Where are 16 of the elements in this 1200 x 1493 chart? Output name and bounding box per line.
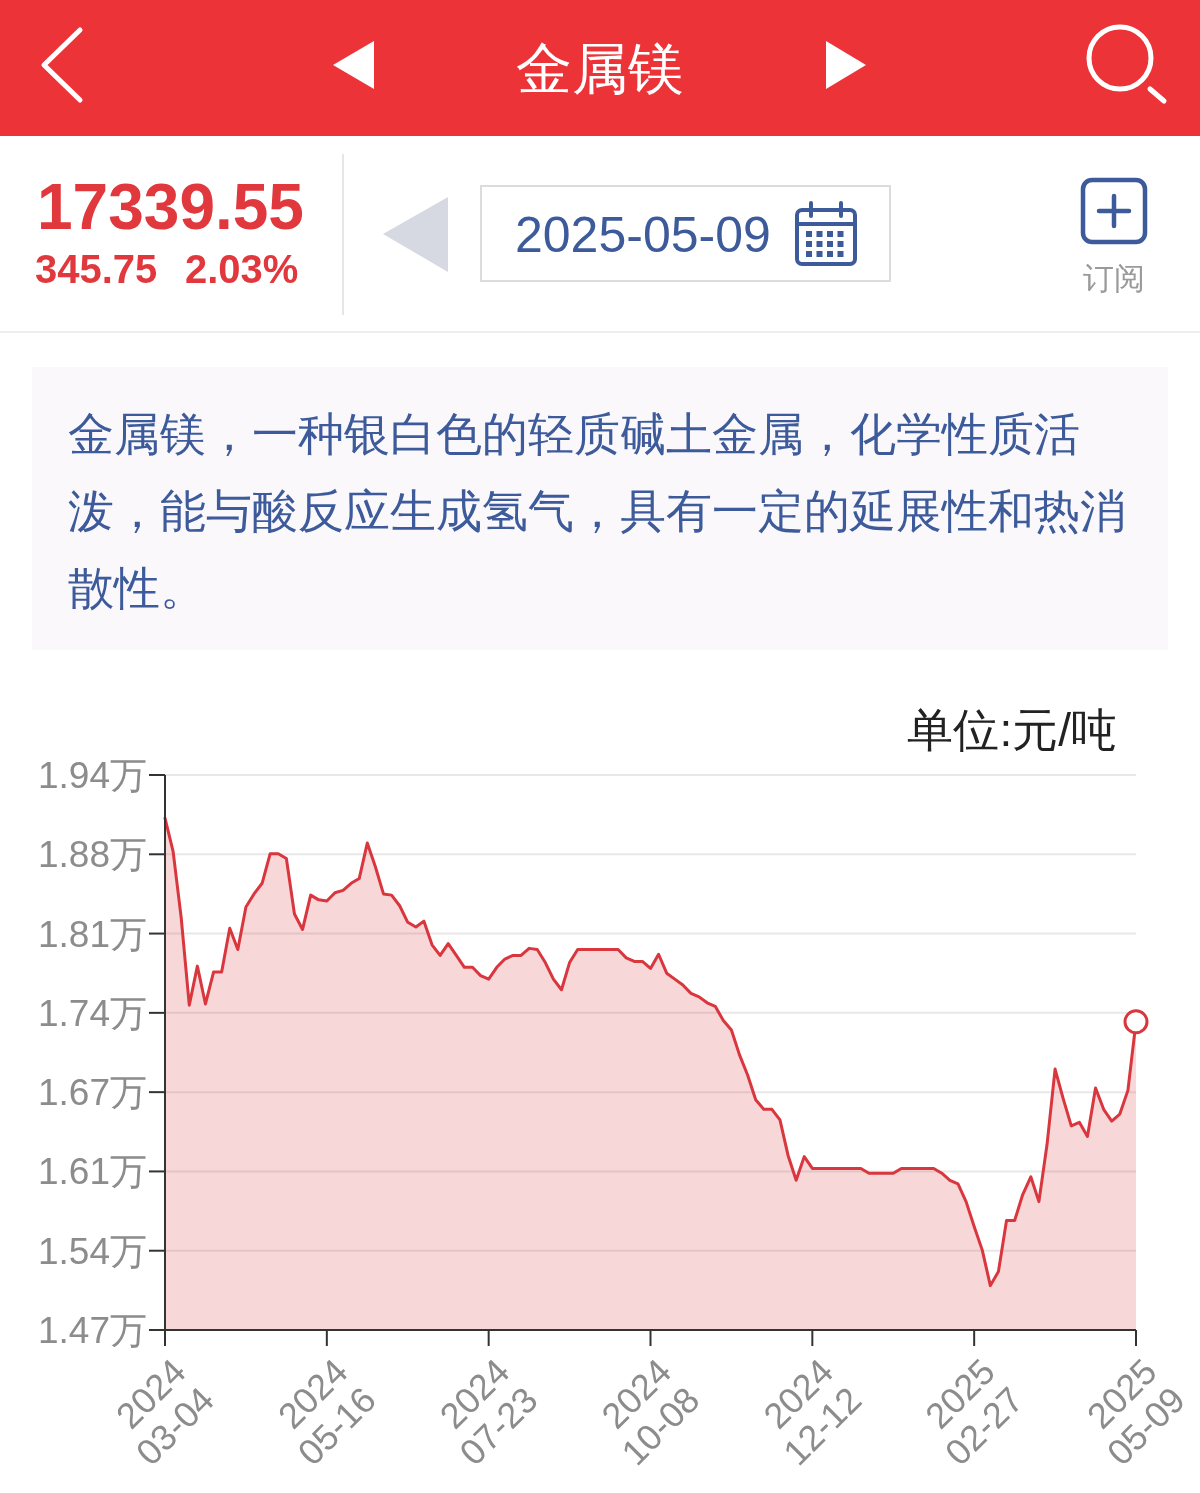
text: 17339.55 [37,171,304,243]
y-tick-label: 1.47万 [37,1309,147,1351]
y-tick-label: 1.61万 [37,1151,147,1193]
text: 订阅 [1083,261,1145,296]
y-tick-label: 1.81万 [37,913,147,955]
text: 2.03% [185,247,299,291]
y-tick-label: 1.74万 [37,992,147,1034]
text: 345.75 [35,247,158,291]
y-tick-label: 1.88万 [37,834,147,876]
y-tick-label: 1.67万 [37,1072,147,1114]
y-axis-title: 单位:元/吨 [907,704,1117,756]
y-tick-label: 1.54万 [37,1230,147,1272]
y-tick-label: 1.94万 [37,754,147,796]
chart-title: 金属镁 [516,37,684,100]
chart-subtitle: 金属镁，一种银白色的轻质碱土金属，化学性质活泼，能与酸反应生成氢气，具有一定的延展性和热消散性。 [68,408,1126,614]
text: 2025-05-09 [515,207,771,263]
